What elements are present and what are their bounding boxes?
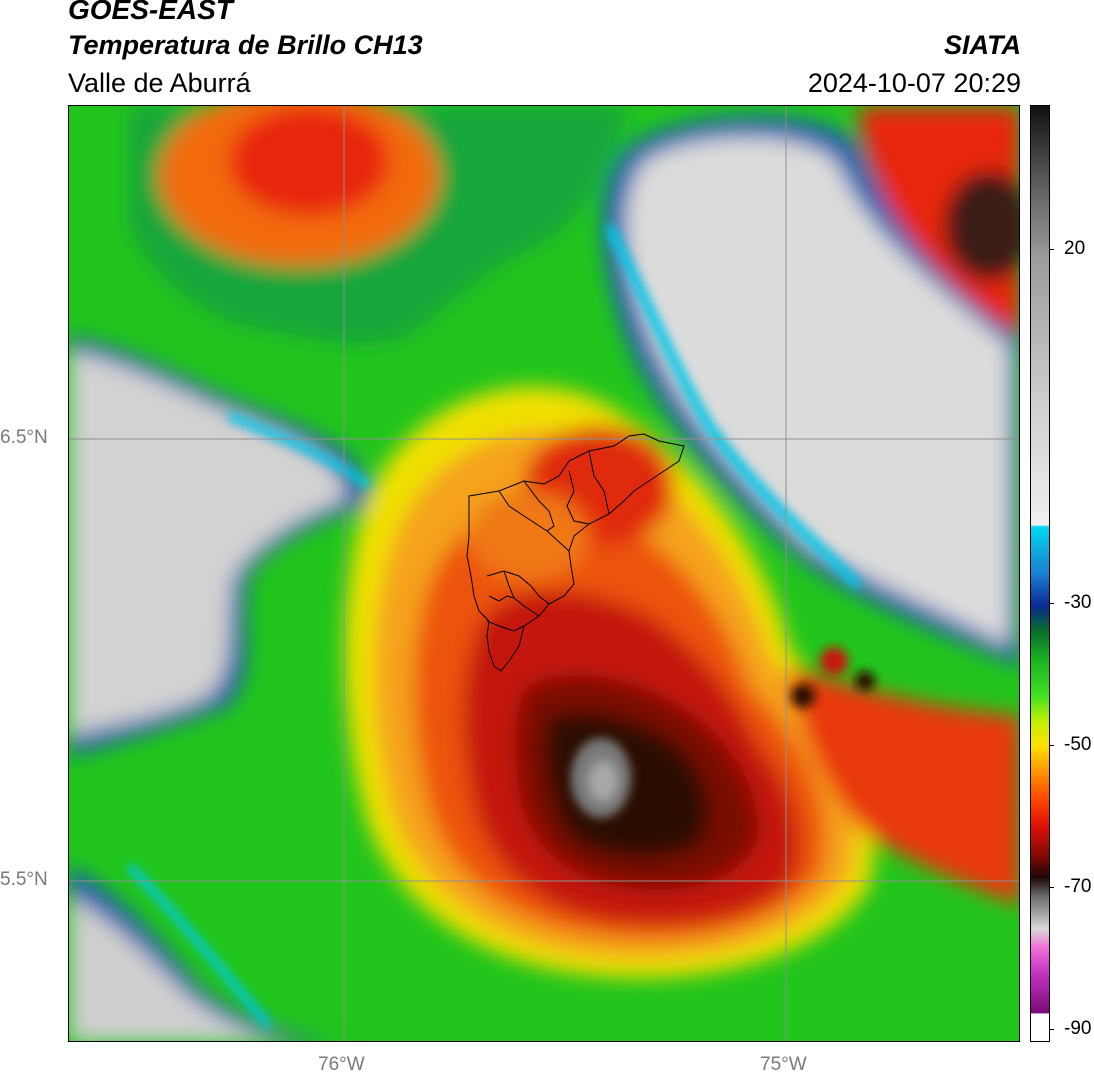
region-label: Valle de Aburrá — [68, 68, 251, 98]
map-image — [69, 106, 1019, 1041]
colorbar — [1030, 105, 1050, 1042]
valley-boundaries — [466, 433, 685, 672]
colorbar-tick-20: 20 — [1064, 238, 1086, 259]
satellite-title: GOES-EAST — [68, 0, 233, 25]
lat-label-5-5n: 5.5°N — [0, 869, 48, 890]
lon-label-75w: 75°W — [760, 1054, 807, 1075]
colorbar-tick-minus-30: -30 — [1064, 592, 1092, 613]
lon-label-76w: 76°W — [318, 1054, 365, 1075]
brightness-temperature-map — [68, 105, 1020, 1042]
lat-label-6-5n: 6.5°N — [0, 427, 48, 448]
source-label: SIATA — [944, 30, 1021, 60]
colorbar-tick-minus-50: -50 — [1064, 734, 1092, 755]
colorbar-tick-minus-90: -90 — [1064, 1018, 1092, 1039]
colorbar-tick-minus-70: -70 — [1064, 876, 1092, 897]
timestamp-label: 2024-10-07 20:29 — [807, 68, 1021, 98]
product-title: Temperatura de Brillo CH13 — [68, 30, 423, 60]
